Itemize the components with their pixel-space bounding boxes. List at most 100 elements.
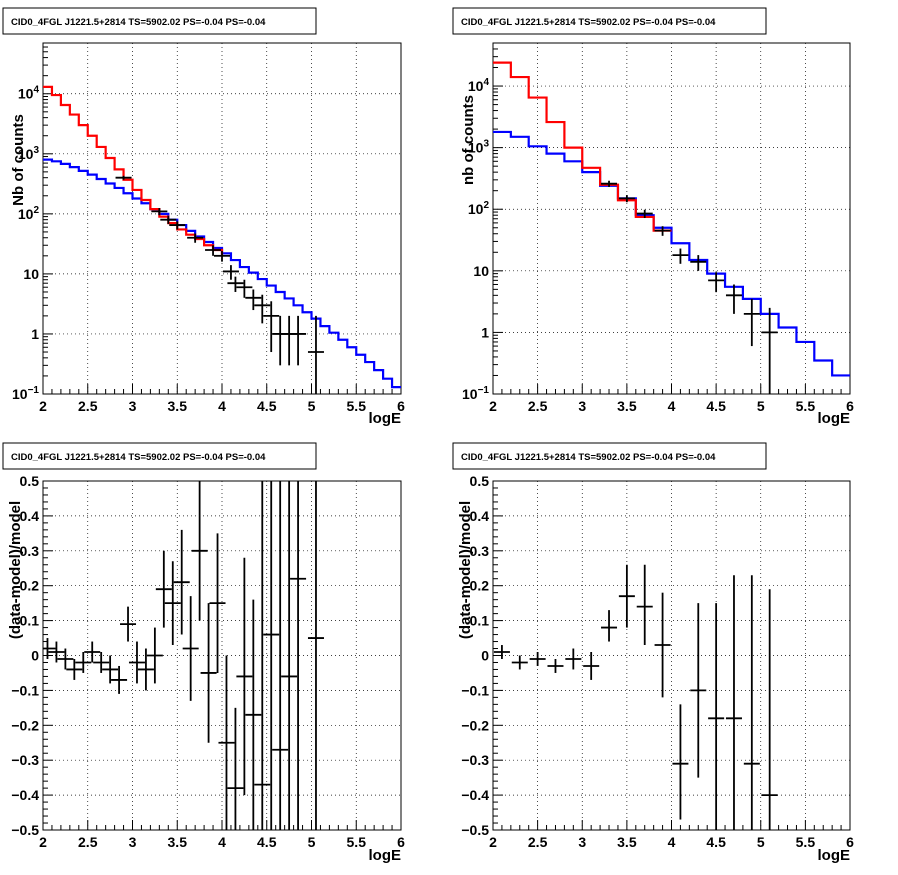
data-point	[583, 652, 600, 680]
data-point	[529, 652, 546, 666]
y-axis: −0.5 −0.4 −0.3 −0.2 −0.1 0 0.1 0.2 0.3 0.4 0.5	[11, 473, 53, 838]
panel-title: CID0_4FGL J1221.5+2814 TS=5902.02 PS=-0.…	[461, 452, 716, 463]
data-point	[263, 481, 280, 830]
y-tick-label: 104	[18, 85, 40, 102]
data-point	[743, 575, 760, 830]
title-box: CID0_4FGL J1221.5+2814 TS=5902.02 PS=-0.…	[2, 7, 317, 35]
y-tick-label: 102	[468, 200, 490, 217]
y-tick-label: 1	[481, 324, 489, 340]
data-point	[84, 641, 101, 663]
data-point	[155, 550, 172, 628]
data-point	[654, 226, 671, 236]
x-tick-label: 3	[578, 834, 586, 850]
data-point	[690, 255, 707, 271]
x-tick-label: 5	[308, 834, 316, 850]
data-point	[761, 589, 778, 830]
x-tick-label: 4	[218, 834, 226, 850]
panel-title: CID0_4FGL J1221.5+2814 TS=5902.02 PS=-0.…	[11, 17, 266, 28]
data-point	[601, 180, 618, 187]
data-point	[708, 272, 725, 293]
series-layer	[43, 481, 324, 830]
model-source-histogram	[493, 130, 850, 377]
y-tick-label: −0.3	[461, 752, 489, 768]
x-tick-label: 2.5	[78, 834, 98, 850]
x-tick-label: 4	[218, 398, 226, 414]
y-axis-label: (data-model)/model	[7, 501, 24, 639]
data-point	[761, 307, 778, 394]
data-point	[636, 209, 653, 219]
data-point	[743, 298, 760, 347]
data-point	[43, 638, 56, 659]
data-point	[205, 245, 222, 256]
data-point	[115, 175, 132, 180]
data-point	[565, 648, 582, 670]
y-tick-label: 102	[18, 205, 40, 222]
y-tick-label: 10−1	[462, 385, 489, 402]
data-point	[708, 603, 725, 830]
x-axis: 2 2.5 3 3.5 4 4.5 5 5.5 6	[39, 384, 405, 414]
y-tick-label: 0.2	[20, 578, 40, 594]
x-tick-label: 3	[129, 398, 137, 414]
data-point	[120, 606, 137, 642]
grid	[493, 43, 850, 394]
x-tick-label: 2.5	[528, 398, 548, 414]
title-box: CID0_4FGL J1221.5+2814 TS=5902.02 PS=-0.…	[452, 442, 767, 470]
data-point	[672, 704, 689, 820]
panel-bottom-right: CID0_4FGL J1221.5+2814 TS=5902.02 PS=-0.…	[452, 442, 854, 864]
model-source-histogram	[43, 158, 401, 389]
data-point	[618, 564, 635, 628]
y-tick-label: 10−1	[12, 385, 39, 402]
x-tick-label: 6	[846, 398, 854, 414]
y-tick-label: 103	[18, 145, 40, 162]
grid	[493, 481, 850, 830]
data-point	[102, 655, 119, 684]
y-tick-label: 1	[31, 326, 39, 342]
plot-area: 2 2.5 3 3.5 4 4.5 5 5.5 6 10−1 1 10 102 103 104	[462, 42, 854, 414]
x-tick-label: 5	[308, 398, 316, 414]
x-tick-label: 2	[39, 398, 47, 414]
data-point	[187, 233, 204, 243]
y-tick-label: 0.4	[470, 508, 490, 524]
plot-area: 2 2.5 3 3.5 4 4.5 5 5.5 6 −0.5 −0.4 −0.3 −0.2 −0.1 0 0.…	[461, 473, 854, 850]
data-point	[272, 315, 289, 366]
data-point	[160, 216, 177, 224]
data-point	[263, 301, 280, 353]
x-tick-label: 2	[39, 834, 47, 850]
data-point	[57, 648, 74, 670]
data-point	[254, 481, 271, 830]
series-layer	[493, 564, 778, 830]
data-point	[182, 596, 199, 701]
y-tick-label: −0.2	[461, 717, 489, 733]
x-tick-label: 5.5	[796, 834, 816, 850]
title-box: CID0_4FGL J1221.5+2814 TS=5902.02 PS=-0.…	[2, 442, 317, 470]
y-tick-label: 0.1	[20, 613, 40, 629]
data-point	[164, 561, 181, 646]
x-tick-label: 4	[668, 398, 676, 414]
data-point	[307, 315, 324, 394]
y-tick-label: 0.2	[470, 578, 490, 594]
data-point	[200, 603, 217, 743]
x-axis-label: logE	[369, 847, 402, 864]
data-point	[618, 195, 635, 203]
x-axis-label: logE	[369, 410, 402, 427]
y-tick-label: −0.1	[461, 682, 489, 698]
data-point	[245, 599, 262, 830]
data-point	[75, 652, 92, 673]
data-point	[209, 533, 226, 673]
x-tick-label: 2.5	[78, 398, 98, 414]
data-point	[227, 276, 244, 292]
data-point	[690, 603, 707, 778]
data-point	[636, 564, 653, 646]
data-point	[173, 529, 190, 635]
y-tick-label: −0.5	[11, 822, 39, 838]
x-tick-label: 6	[397, 398, 405, 414]
data-point	[245, 289, 262, 311]
data-point	[493, 645, 510, 659]
data-point	[48, 641, 65, 663]
model-total-histogram	[493, 61, 672, 232]
data-point	[214, 251, 230, 262]
x-tick-label: 5.5	[347, 834, 367, 850]
title-box: CID0_4FGL J1221.5+2814 TS=5902.02 PS=-0.…	[452, 7, 767, 35]
data-point	[236, 557, 253, 796]
